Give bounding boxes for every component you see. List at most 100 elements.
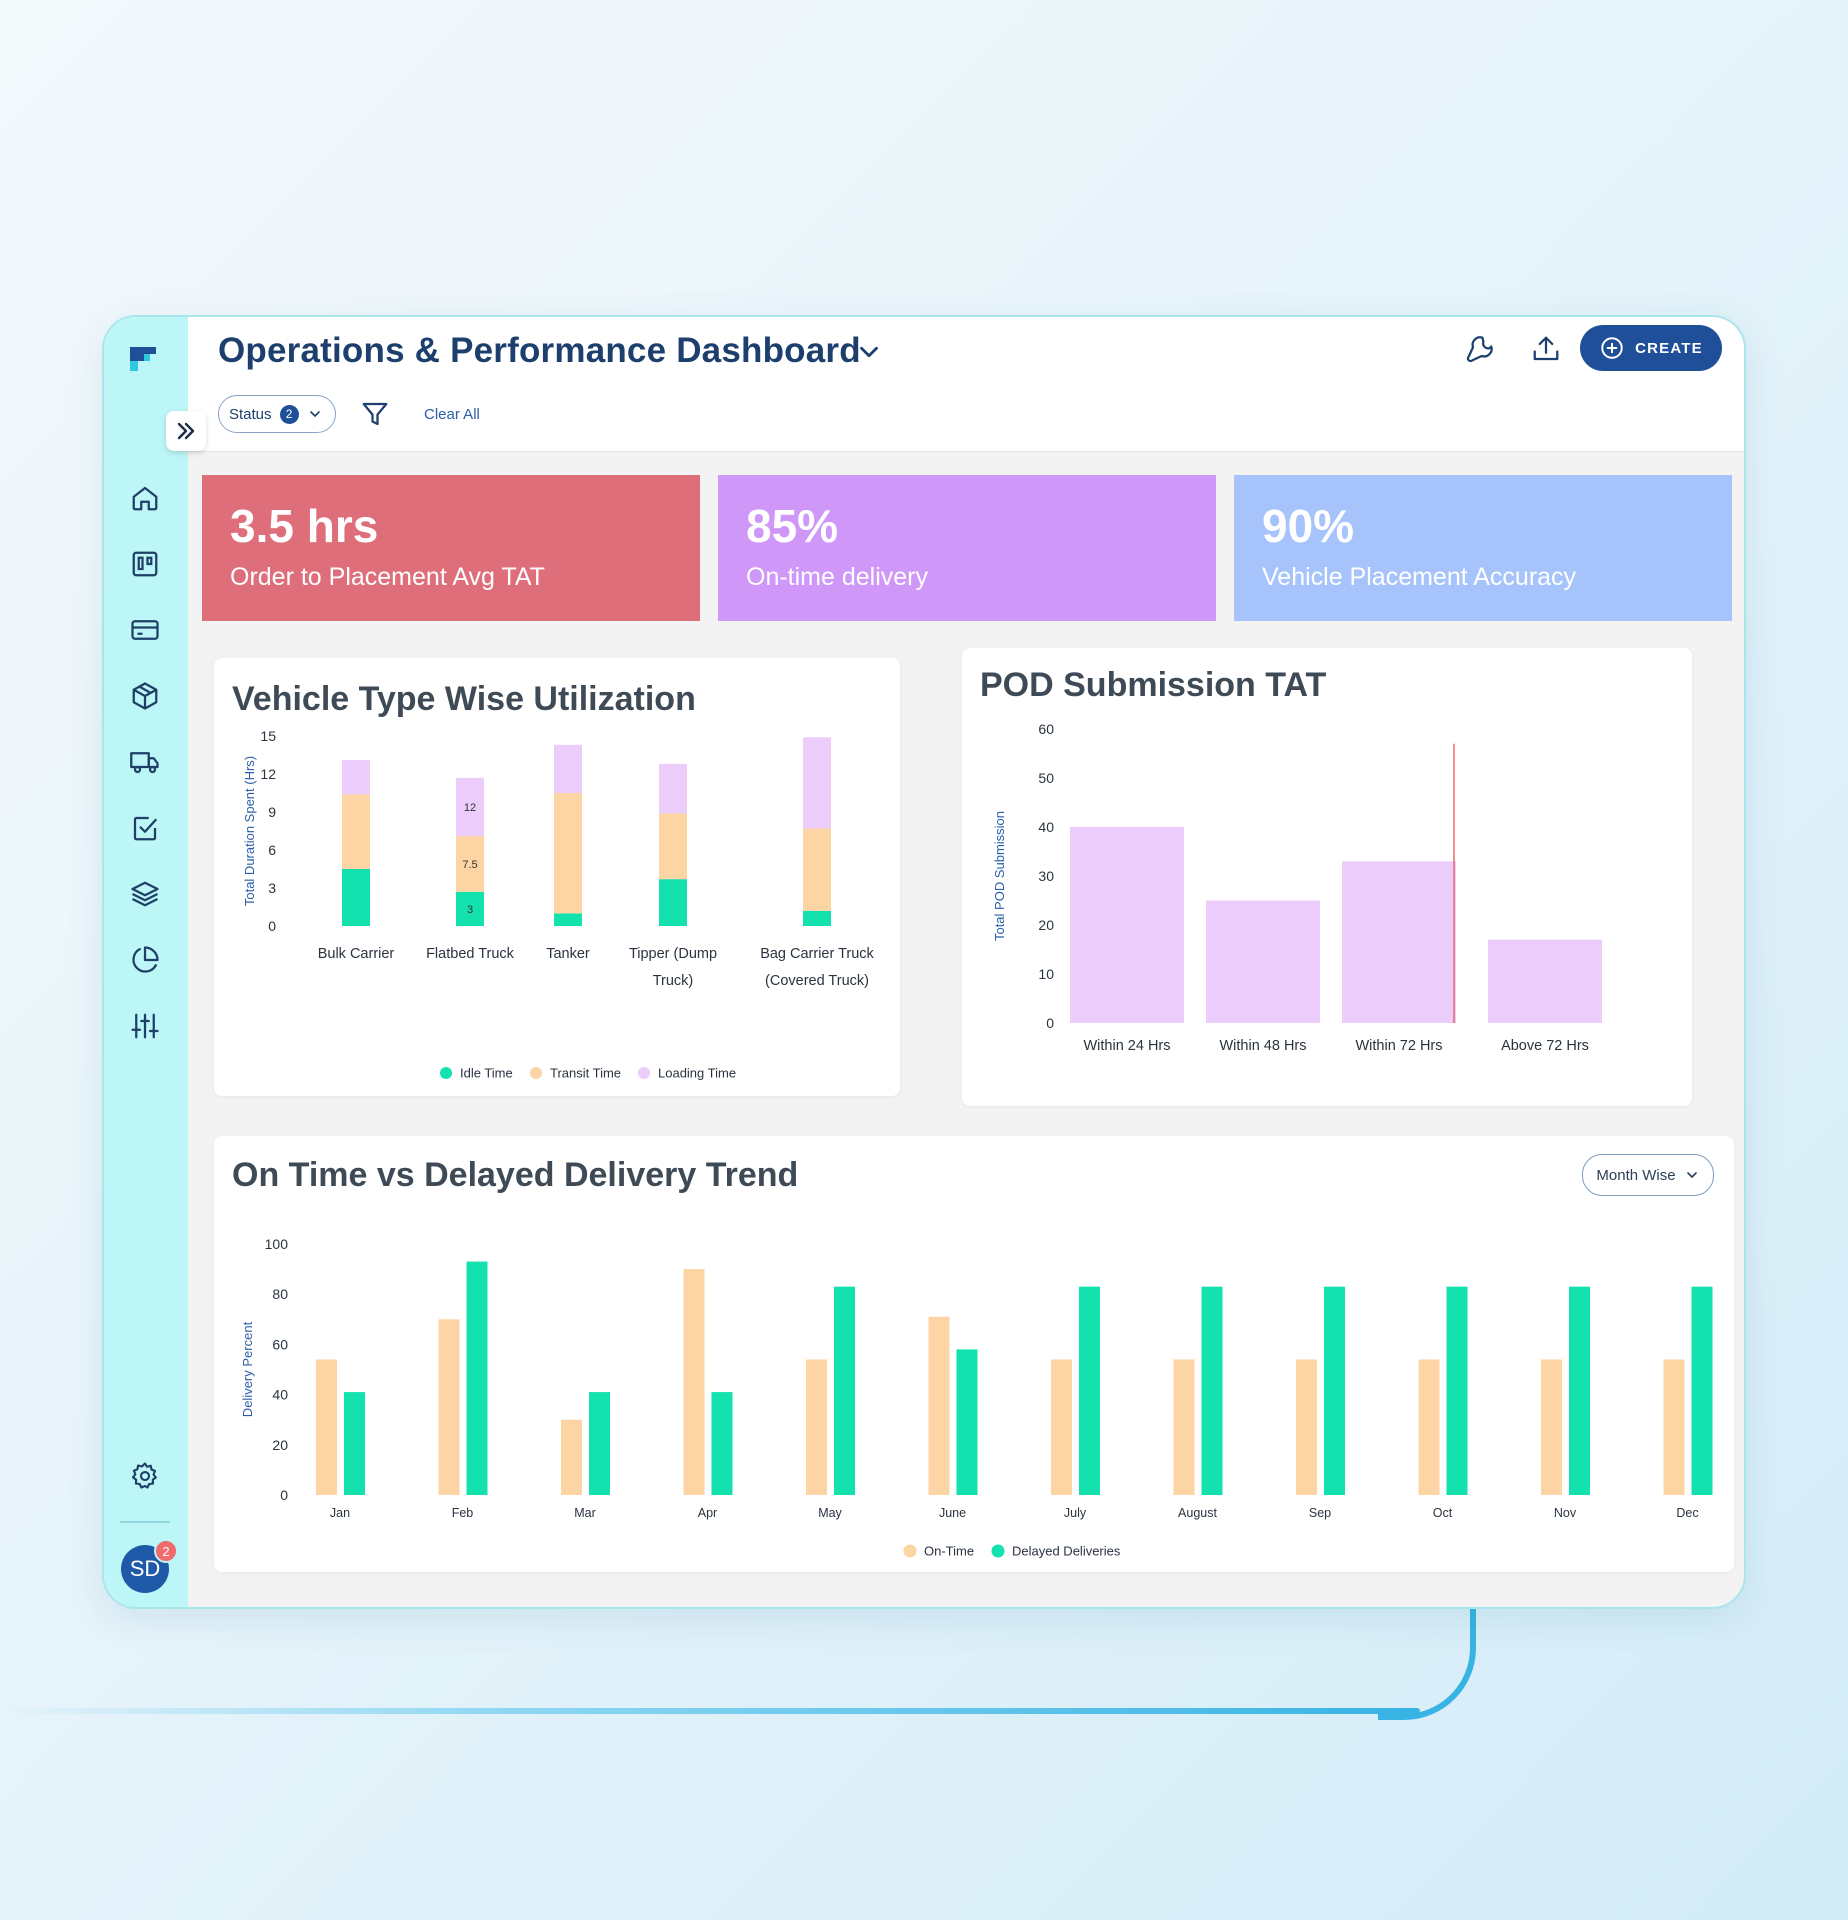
bar [928, 1316, 950, 1495]
x-tick-label: Dec [1676, 1506, 1698, 1520]
x-tick-label: Feb [452, 1506, 474, 1520]
data-label: 3 [467, 904, 473, 916]
bar-segment [554, 744, 582, 793]
board-icon[interactable] [128, 547, 162, 581]
month-wise-dropdown[interactable]: Month Wise [1582, 1154, 1714, 1196]
bar [1418, 1359, 1440, 1495]
chevron-down-icon [1686, 1172, 1697, 1178]
legend-label: Transit Time [550, 1066, 621, 1081]
bar-segment [456, 891, 484, 926]
x-tick-label: July [1064, 1506, 1087, 1520]
bar-segment [456, 836, 484, 892]
legend-label: Loading Time [658, 1066, 736, 1081]
bar-segment [803, 910, 831, 926]
app-window: SD 2 Operations & Performance Dashboard … [102, 315, 1746, 1609]
pie-chart-icon[interactable] [128, 943, 162, 977]
y-tick-label: 6 [268, 842, 276, 858]
bar [806, 1359, 827, 1495]
x-tick-label: Sep [1309, 1506, 1331, 1520]
package-icon[interactable] [128, 679, 162, 713]
bar-segment [342, 760, 370, 795]
legend-label: Delayed Deliveries [1012, 1544, 1121, 1559]
bar [344, 1392, 365, 1495]
chevron-down-icon[interactable] [854, 337, 884, 367]
x-tick-label: Apr [698, 1506, 717, 1520]
y-tick-label: 10 [1038, 966, 1054, 982]
bar [683, 1269, 705, 1495]
y-tick-label: 0 [268, 918, 276, 934]
y-tick-label: 12 [260, 766, 276, 782]
double-chevron-right-icon [177, 422, 195, 440]
bar [1324, 1286, 1345, 1495]
bar [1541, 1359, 1562, 1495]
legend-swatch [991, 1544, 1005, 1558]
bar [956, 1349, 978, 1495]
bar [438, 1319, 460, 1495]
card-icon[interactable] [128, 613, 162, 647]
y-tick-label: 0 [280, 1487, 288, 1503]
y-tick-label: 60 [272, 1336, 288, 1352]
status-filter[interactable]: Status 2 [218, 395, 336, 433]
y-tick-label: 50 [1038, 770, 1054, 786]
checklist-icon[interactable] [128, 811, 162, 845]
legend-swatch [638, 1067, 650, 1079]
clear-all-link[interactable]: Clear All [424, 406, 480, 423]
page-title: Operations & Performance Dashboard [218, 331, 861, 370]
delivery-trend-card: On Time vs Delayed Delivery Trend Month … [214, 1136, 1734, 1572]
create-button-label: CREATE [1635, 339, 1703, 357]
layers-icon[interactable] [128, 877, 162, 911]
truck-icon[interactable] [128, 745, 162, 779]
kpi-value: 85% [746, 500, 839, 552]
chart-title: On Time vs Delayed Delivery Trend [232, 1156, 799, 1194]
kpi-label: On-time delivery [746, 563, 928, 591]
sliders-icon[interactable] [128, 1009, 162, 1043]
legend-swatch [903, 1544, 917, 1558]
bar [834, 1286, 855, 1495]
home-icon[interactable] [128, 481, 162, 515]
wrench-icon[interactable] [1460, 329, 1500, 369]
y-axis-title: Total POD Submission [992, 811, 1007, 941]
gear-icon[interactable] [128, 1459, 162, 1493]
create-button[interactable]: CREATE [1580, 325, 1722, 371]
bar-segment [803, 737, 831, 829]
expand-sidebar-button[interactable] [166, 411, 206, 451]
bar [1070, 827, 1184, 1023]
legend-swatch [440, 1067, 452, 1079]
x-tick-label: Nov [1554, 1506, 1577, 1520]
x-tick-label: Above 72 Hrs [1501, 1038, 1589, 1054]
x-tick-label: Jan [330, 1506, 350, 1520]
kpi-value: 90% [1262, 500, 1355, 552]
y-axis-title: Delivery Percent [240, 1321, 255, 1417]
bar-segment [803, 828, 831, 911]
legend-label: Idle Time [460, 1066, 513, 1081]
y-tick-label: 80 [272, 1286, 288, 1302]
pod-submission-chart: 0 10 20 30 40 50 60 Total POD Submission Within … [992, 721, 1602, 1054]
y-tick-label: 3 [268, 880, 276, 896]
bar [1296, 1359, 1317, 1495]
y-tick-label: 40 [272, 1387, 288, 1403]
upload-icon[interactable] [1526, 329, 1566, 369]
sidebar-divider [120, 1521, 170, 1523]
delivery-trend-chart: 0 20 40 60 80 100 Delivery Percent Jan Feb Mar Apr… [240, 1236, 1713, 1559]
chevron-down-icon [309, 411, 320, 417]
x-tick-label: August [1178, 1506, 1217, 1520]
y-tick-label: 20 [1038, 917, 1054, 933]
legend-label: On-Time [924, 1544, 974, 1559]
bar-segment [659, 813, 687, 880]
x-tick-label: Bag Carrier Truck [760, 946, 874, 962]
x-tick-label: Oct [1433, 1506, 1453, 1520]
chart-title: POD Submission TAT [980, 666, 1327, 704]
y-tick-label: 40 [1038, 819, 1054, 835]
kpi-label: Vehicle Placement Accuracy [1262, 563, 1577, 591]
y-tick-label: 100 [265, 1236, 289, 1252]
filter-icon[interactable] [360, 399, 390, 429]
bar [561, 1419, 582, 1495]
x-tick-label: Within 48 Hrs [1219, 1038, 1306, 1054]
bar [1691, 1286, 1713, 1495]
legend-swatch [530, 1067, 542, 1079]
bar-segment [554, 913, 582, 926]
bar [1206, 900, 1320, 1023]
y-tick-label: 9 [268, 804, 276, 820]
data-label: 12 [464, 802, 476, 814]
y-tick-label: 15 [260, 728, 276, 744]
